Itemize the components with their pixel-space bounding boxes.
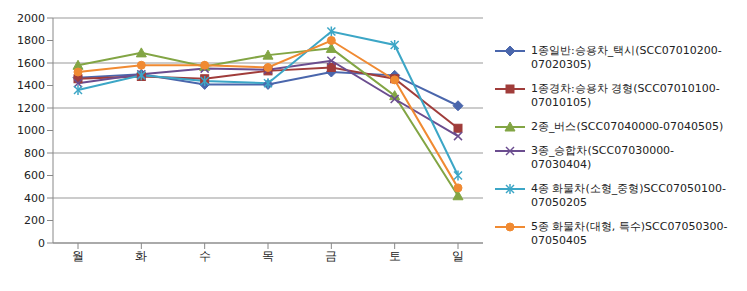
svg-text:2000: 2000 bbox=[17, 12, 45, 25]
svg-text:일: 일 bbox=[452, 249, 464, 263]
html-text:2종_버스(SCC07040000-07040505): 2종_버스(SCC07040000-07040505) bbox=[531, 119, 724, 133]
svg-text:1400: 1400 bbox=[17, 79, 45, 92]
svg-text:600: 600 bbox=[24, 169, 45, 182]
html-text:3종_승합차(SCC07030000-07030404): 3종_승합차(SCC07030000-07030404) bbox=[531, 143, 675, 171]
svg-text:수: 수 bbox=[199, 249, 211, 263]
svg-text:금: 금 bbox=[325, 249, 337, 263]
svg-text:0: 0 bbox=[38, 237, 45, 250]
svg-text:화: 화 bbox=[135, 249, 147, 263]
svg-text:1000: 1000 bbox=[17, 124, 45, 137]
svg-text:토: 토 bbox=[389, 249, 401, 263]
svg-text:200: 200 bbox=[24, 214, 45, 227]
svg-text:목: 목 bbox=[262, 249, 274, 263]
svg-text:1600: 1600 bbox=[17, 57, 45, 70]
html-text:1종경차:승용차 경형(SCC07010100-070101: 1종경차:승용차 경형(SCC07010100-07010105) bbox=[531, 81, 720, 109]
svg-text:800: 800 bbox=[24, 147, 45, 160]
svg-text:1800: 1800 bbox=[17, 34, 45, 47]
svg-text:월: 월 bbox=[72, 249, 84, 263]
html-text:5종 화물차(대형, 특수)SCC07050300-0705: 5종 화물차(대형, 특수)SCC07050300-07050405 bbox=[531, 219, 728, 247]
html-text:1종일반:승용차_택시(SCC07010200-070203: 1종일반:승용차_택시(SCC07010200-07020305) bbox=[531, 43, 722, 71]
svg-text:1200: 1200 bbox=[17, 102, 45, 115]
html-text:4종 화물차(소형_중형)SCC07050100-07050: 4종 화물차(소형_중형)SCC07050100-07050205 bbox=[531, 181, 726, 209]
svg-text:400: 400 bbox=[24, 192, 45, 205]
